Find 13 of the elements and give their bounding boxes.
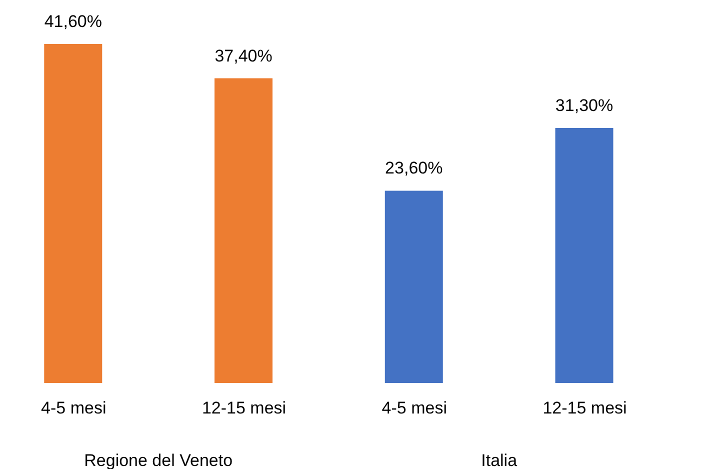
data-label: 41,60%	[44, 12, 102, 32]
data-label: 37,40%	[214, 46, 272, 66]
bar	[384, 190, 443, 383]
text: Italia	[481, 451, 518, 470]
data-label: 31,30%	[555, 96, 614, 115]
x-tick-label: 4-5 mesi	[382, 398, 447, 418]
bar	[555, 128, 614, 383]
x-tick-label: 12-15 mesi	[202, 398, 286, 418]
data-label: 23,60%	[385, 158, 443, 178]
x-tick-label: 4-5 mesi	[41, 398, 106, 418]
bar	[44, 44, 102, 383]
x-tick-label: 12-15 mesi	[542, 398, 627, 418]
bar	[214, 78, 273, 383]
